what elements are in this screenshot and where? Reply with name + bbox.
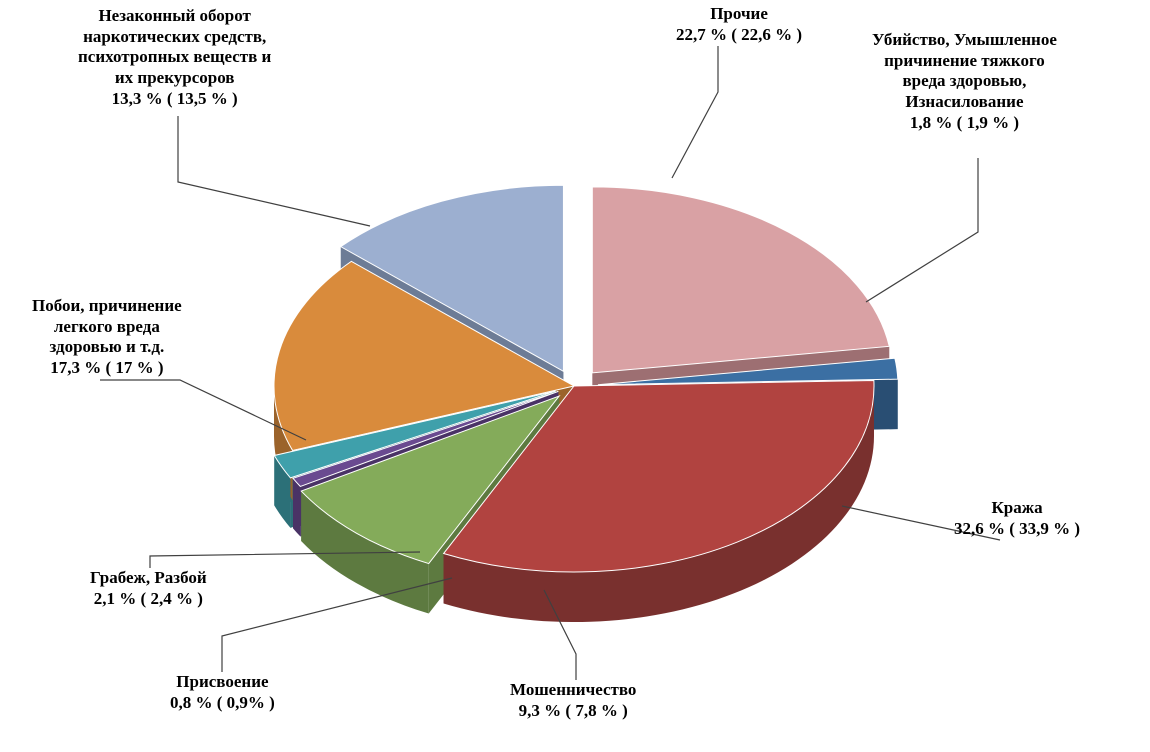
label-title-line: их прекурсоров (78, 68, 271, 89)
label-pct: 9,3 % ( 7,8 % ) (510, 701, 636, 722)
label-title-line: Побои, причинение (32, 296, 182, 317)
label-narko: Незаконный оборотнаркотических средств,п… (78, 6, 271, 110)
label-title-line: Прочие (676, 4, 802, 25)
slice-top-prochie (592, 187, 889, 373)
label-title-line: наркотических средств, (78, 27, 271, 48)
label-prisv: Присвоение0,8 % ( 0,9% ) (170, 672, 275, 713)
label-poboi: Побои, причинениелегкого вредаздоровью и… (32, 296, 182, 379)
leader-prochie (672, 46, 718, 178)
label-title-line: легкого вреда (32, 317, 182, 338)
label-title-line: здоровью и т.д. (32, 337, 182, 358)
label-krazha: Кража32,6 % ( 33,9 % ) (954, 498, 1080, 539)
label-title-line: Присвоение (170, 672, 275, 693)
leader-narko (178, 116, 370, 226)
label-title-line: Изнасилование (872, 92, 1057, 113)
label-pct: 13,3 % ( 13,5 % ) (78, 89, 271, 110)
pie-chart: Прочие22,7 % ( 22,6 % ) Убийство, Умышлен… (0, 0, 1150, 752)
label-pct: 22,7 % ( 22,6 % ) (676, 25, 802, 46)
label-grabezh: Грабеж, Разбой2,1 % ( 2,4 % ) (90, 568, 207, 609)
label-prochie: Прочие22,7 % ( 22,6 % ) (676, 4, 802, 45)
label-title-line: Незаконный оборот (78, 6, 271, 27)
label-ubiy: Убийство, Умышленноепричинение тяжкоговр… (872, 30, 1057, 134)
label-title-line: вреда здоровью, (872, 71, 1057, 92)
label-pct: 17,3 % ( 17 % ) (32, 358, 182, 379)
label-pct: 0,8 % ( 0,9% ) (170, 693, 275, 714)
label-pct: 2,1 % ( 2,4 % ) (90, 589, 207, 610)
label-title-line: психотропных веществ и (78, 47, 271, 68)
label-pct: 32,6 % ( 33,9 % ) (954, 519, 1080, 540)
label-title-line: Кража (954, 498, 1080, 519)
label-title-line: Убийство, Умышленное (872, 30, 1057, 51)
label-mosh: Мошенничество9,3 % ( 7,8 % ) (510, 680, 636, 721)
label-title-line: Мошенничество (510, 680, 636, 701)
label-title-line: Грабеж, Разбой (90, 568, 207, 589)
label-title-line: причинение тяжкого (872, 51, 1057, 72)
leader-ubiy (866, 158, 978, 302)
slice-side (293, 478, 300, 536)
label-pct: 1,8 % ( 1,9 % ) (872, 113, 1057, 134)
